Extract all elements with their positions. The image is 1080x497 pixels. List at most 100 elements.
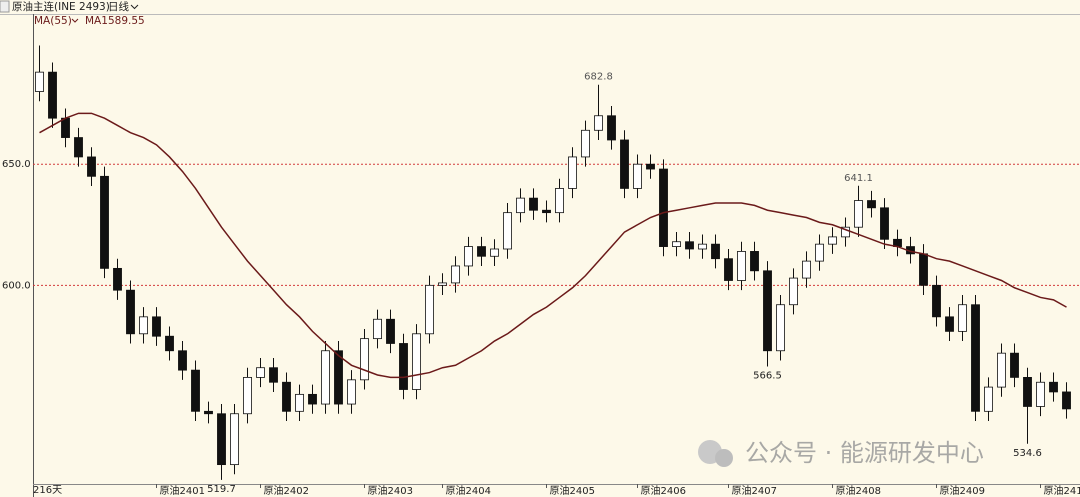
candle-body xyxy=(412,333,421,390)
x-tick-label: 原油2410 xyxy=(1044,484,1080,497)
candle-body xyxy=(672,241,681,247)
ma-line xyxy=(39,112,1067,379)
x-tick-label: 原油2405 xyxy=(550,484,595,497)
candle-body xyxy=(74,137,83,158)
x-tick-label: 原油2401 xyxy=(160,484,205,497)
indicator-chevron[interactable] xyxy=(71,18,79,23)
candle-body xyxy=(724,258,733,281)
candle-body xyxy=(542,209,551,214)
candle-body xyxy=(126,289,135,335)
candle-body xyxy=(217,413,226,466)
day-count: 216天 xyxy=(33,485,62,496)
candle-body xyxy=(880,207,889,240)
candle-body xyxy=(438,282,447,286)
period[interactable]: 日线 xyxy=(108,0,129,13)
low-label: 534.6 xyxy=(1013,448,1042,459)
candle-body xyxy=(555,188,564,214)
x-tick-label: 原油2408 xyxy=(836,484,881,497)
candle-body xyxy=(295,393,304,412)
candle-body xyxy=(334,350,343,405)
candle-body xyxy=(360,338,369,381)
candle-body xyxy=(490,248,499,257)
candle-body xyxy=(178,350,187,371)
candle-body xyxy=(399,343,408,390)
candle-body xyxy=(1036,381,1045,407)
candle-body xyxy=(1049,381,1058,393)
candle-body xyxy=(1023,377,1032,407)
candle-body xyxy=(87,156,96,177)
y-tick-label: 650.0 xyxy=(2,159,31,170)
watermark-icon xyxy=(715,449,733,467)
candle-body xyxy=(568,156,577,189)
indicator[interactable]: MA(55) xyxy=(34,15,72,27)
candle-body xyxy=(1062,391,1071,410)
candle-body xyxy=(347,379,356,405)
candle-body xyxy=(789,277,798,306)
candle-body xyxy=(659,168,668,247)
candle-body xyxy=(802,260,811,279)
candle-body xyxy=(321,350,330,405)
candle-body xyxy=(607,115,616,141)
candle-body xyxy=(48,71,57,119)
x-tick-label: 原油2407 xyxy=(732,484,777,497)
candle-body xyxy=(646,163,655,170)
x-tick-label: 原油2409 xyxy=(940,484,985,497)
candle-body xyxy=(165,335,174,352)
candle-body xyxy=(971,304,980,412)
low-label: 566.5 xyxy=(753,371,782,382)
candle-body xyxy=(594,115,603,131)
candle-body xyxy=(282,381,291,412)
watermark-text: 公众号 · 能源研发中心 xyxy=(745,439,984,467)
candle-body xyxy=(815,243,824,262)
y-tick-label: 600.0 xyxy=(2,280,31,291)
candle-body xyxy=(477,246,486,257)
candle-body xyxy=(139,316,148,335)
period-chevron[interactable] xyxy=(130,4,139,10)
candle-body xyxy=(113,267,122,291)
candle-body xyxy=(685,241,694,250)
candle-body xyxy=(230,413,239,466)
high-label: 641.1 xyxy=(844,173,873,184)
high-label: 682.8 xyxy=(584,72,613,83)
watermark: 公众号 · 能源研发中心 xyxy=(698,439,984,467)
candle-body xyxy=(854,200,863,228)
candle-body xyxy=(269,367,278,383)
candle-body xyxy=(256,367,265,378)
candle-body xyxy=(243,377,252,415)
candle-body xyxy=(451,265,460,284)
candle-body xyxy=(620,139,629,189)
ma-label: MA1 xyxy=(85,15,108,27)
candle-body xyxy=(750,251,759,272)
candle-body xyxy=(997,352,1006,388)
candle-body xyxy=(35,71,44,92)
low-label: 519.7 xyxy=(207,484,236,495)
candle-body xyxy=(425,284,434,335)
candle-body xyxy=(100,175,109,269)
ma-last: 589.55 xyxy=(108,15,145,27)
candle-body xyxy=(633,163,642,189)
candle-body xyxy=(1010,352,1019,378)
candle-body xyxy=(308,393,317,405)
candle-body xyxy=(841,226,850,238)
candle-body xyxy=(945,316,954,332)
x-tick-label: 原油2403 xyxy=(368,484,413,497)
candle-body xyxy=(919,253,928,286)
candle-body xyxy=(763,270,772,352)
candle-body xyxy=(386,318,395,344)
candle-body xyxy=(529,197,538,211)
chart-title[interactable]: 原油主连(INE 2493) xyxy=(12,0,110,13)
candle-body xyxy=(711,243,720,260)
candle-body xyxy=(152,316,161,337)
candle-body xyxy=(932,284,941,318)
candle-body xyxy=(373,318,382,340)
candle-body xyxy=(503,212,512,250)
candle-body xyxy=(516,197,525,214)
candle-body xyxy=(737,251,746,281)
candle-body xyxy=(984,386,993,412)
candle-body xyxy=(464,246,473,267)
candle-body xyxy=(867,200,876,209)
menu-icon[interactable] xyxy=(0,0,10,13)
x-tick-label: 原油2402 xyxy=(264,484,309,497)
candle-body xyxy=(828,236,837,245)
